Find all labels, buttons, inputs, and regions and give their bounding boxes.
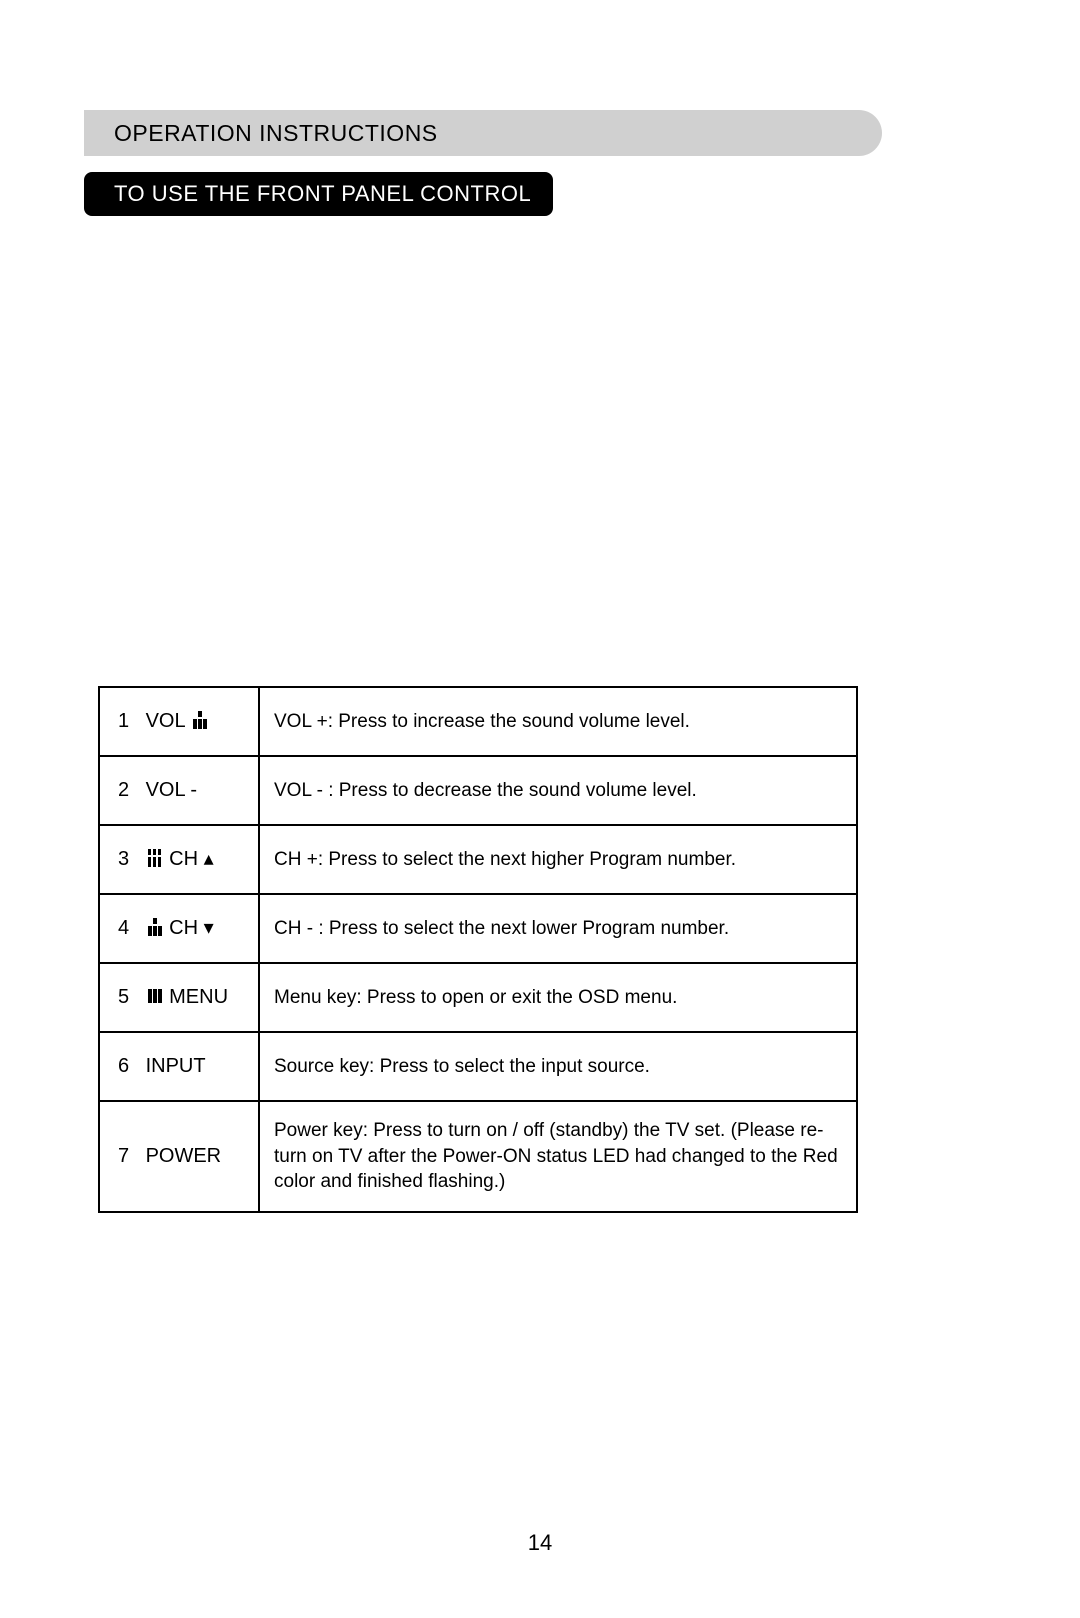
control-desc: Source key: Press to select the input so… <box>259 1032 857 1101</box>
page-number: 14 <box>0 1530 1080 1556</box>
control-label-cell: 5 MENU <box>99 963 259 1032</box>
control-name: CH ▾ <box>169 915 213 942</box>
ch-up-icon <box>148 848 162 866</box>
section-header-bar: OPERATION INSTRUCTIONS <box>84 110 882 156</box>
row-number: 5 <box>118 984 140 1011</box>
diagram-placeholder <box>84 216 1002 686</box>
control-desc: CH - : Press to select the next lower Pr… <box>259 894 857 963</box>
control-name: CH ▴ <box>169 846 213 873</box>
table-row: 2 VOL - VOL - : Press to decrease the so… <box>99 756 857 825</box>
control-name: MENU <box>169 984 228 1011</box>
control-name: VOL - <box>146 777 198 804</box>
table-row: 5 MENU Menu key: Press to open or exit t… <box>99 963 857 1032</box>
control-name: INPUT <box>146 1053 206 1080</box>
control-desc: Menu key: Press to open or exit the OSD … <box>259 963 857 1032</box>
menu-icon <box>148 986 162 1004</box>
table-row: 4 CH ▾ CH - : Press to select the next l… <box>99 894 857 963</box>
row-number: 3 <box>118 846 140 873</box>
control-label-cell: 6 INPUT <box>99 1032 259 1101</box>
ch-down-icon <box>148 917 162 935</box>
control-label-cell: 3 CH ▴ <box>99 825 259 894</box>
table-row: 3 CH ▴ CH +: Press to select the next hi… <box>99 825 857 894</box>
control-desc: VOL - : Press to decrease the sound volu… <box>259 756 857 825</box>
control-label-cell: 7 POWER <box>99 1101 259 1212</box>
control-label-cell: 4 CH ▾ <box>99 894 259 963</box>
control-label-cell: 1 VOL <box>99 687 259 756</box>
control-name: VOL <box>146 708 186 735</box>
table-row: 1 VOL VOL +: Press to increase the sound… <box>99 687 857 756</box>
vol-up-icon <box>193 710 207 728</box>
table-row: 6 INPUT Source key: Press to select the … <box>99 1032 857 1101</box>
control-desc: VOL +: Press to increase the sound volum… <box>259 687 857 756</box>
row-number: 7 <box>118 1143 140 1170</box>
section-title: OPERATION INSTRUCTIONS <box>114 120 438 147</box>
control-desc: Power key: Press to turn on / off (stand… <box>259 1101 857 1212</box>
control-desc: CH +: Press to select the next higher Pr… <box>259 825 857 894</box>
row-number: 4 <box>118 915 140 942</box>
row-number: 2 <box>118 777 140 804</box>
controls-table: 1 VOL VOL +: Press to increase the sound… <box>98 686 858 1213</box>
row-number: 1 <box>118 708 140 735</box>
row-number: 6 <box>118 1053 140 1080</box>
manual-page: OPERATION INSTRUCTIONS TO USE THE FRONT … <box>0 0 1080 1618</box>
control-label-cell: 2 VOL - <box>99 756 259 825</box>
control-name: POWER <box>146 1143 222 1170</box>
subsection-header-bar: TO USE THE FRONT PANEL CONTROL <box>84 172 553 216</box>
subsection-title: TO USE THE FRONT PANEL CONTROL <box>114 181 531 207</box>
table-row: 7 POWER Power key: Press to turn on / of… <box>99 1101 857 1212</box>
